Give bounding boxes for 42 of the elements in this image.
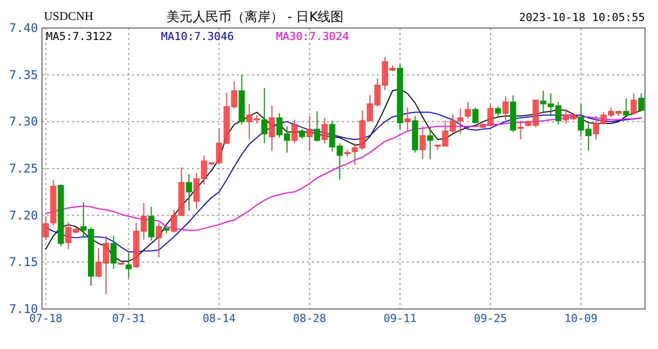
candlestick bbox=[306, 116, 313, 152]
text: MA5:7.3122 bbox=[46, 30, 112, 43]
candlestick bbox=[261, 87, 268, 144]
text: MA30:7.3024 bbox=[276, 30, 350, 43]
candlestick bbox=[314, 110, 320, 142]
x-tick-label: 09-11 bbox=[383, 312, 417, 325]
x-tick-label: 07-31 bbox=[112, 312, 146, 325]
candlestick bbox=[322, 117, 328, 144]
candlestick bbox=[148, 206, 154, 242]
y-tick-label: 7.30 bbox=[9, 114, 38, 129]
x-tick-label: 09-25 bbox=[474, 312, 508, 325]
candlestick bbox=[268, 105, 275, 152]
candlestick bbox=[404, 107, 411, 131]
candlestick bbox=[630, 93, 637, 116]
y-tick-label: 7.25 bbox=[9, 162, 38, 176]
candlestick bbox=[110, 235, 117, 270]
candlestick bbox=[291, 119, 298, 144]
candlestick bbox=[623, 98, 630, 117]
x-tick-label: 08-28 bbox=[293, 312, 326, 325]
x-tick-label: 08-14 bbox=[202, 312, 236, 325]
x-tick-label: 07-18 bbox=[29, 312, 62, 325]
candlestick bbox=[427, 126, 434, 160]
text: USDCNH bbox=[44, 9, 94, 23]
candlestick bbox=[186, 174, 192, 212]
candlestick bbox=[126, 252, 132, 279]
candlestick bbox=[42, 216, 49, 240]
text: MA10:7.3046 bbox=[161, 30, 234, 43]
y-tick-label: 7.20 bbox=[9, 208, 38, 222]
candlestick bbox=[156, 222, 162, 258]
candlestick bbox=[472, 107, 478, 124]
candlestick bbox=[464, 101, 471, 120]
chart-title: 美元人民币（离岸） - 日K线图 bbox=[166, 9, 344, 25]
candlestick bbox=[638, 93, 644, 112]
candlestick bbox=[494, 106, 502, 118]
candlestick bbox=[299, 128, 306, 140]
y-tick-label: 7.35 bbox=[9, 68, 38, 82]
text: 2023-10-18 10:05:55 bbox=[519, 11, 645, 24]
candlestick bbox=[420, 126, 426, 160]
x-tick-label: 10-09 bbox=[564, 312, 598, 325]
y-tick-label: 7.15 bbox=[9, 255, 38, 270]
candlestick bbox=[502, 96, 509, 122]
y-tick-label: 7.40 bbox=[9, 21, 38, 35]
